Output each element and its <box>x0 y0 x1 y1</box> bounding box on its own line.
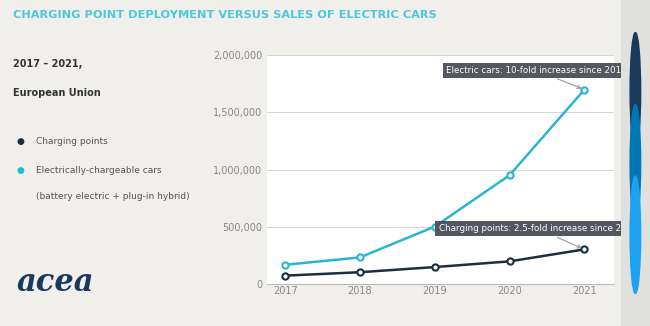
Text: CHARGING POINT DEPLOYMENT VERSUS SALES OF ELECTRIC CARS: CHARGING POINT DEPLOYMENT VERSUS SALES O… <box>13 10 437 20</box>
Circle shape <box>630 176 641 293</box>
Text: 2017 – 2021,: 2017 – 2021, <box>13 59 83 69</box>
Text: Charging points: 2.5-fold increase since 2017: Charging points: 2.5-fold increase since… <box>439 224 638 248</box>
Text: European Union: European Union <box>13 88 101 98</box>
Text: ●: ● <box>16 166 24 175</box>
Text: ●: ● <box>16 137 24 146</box>
Text: acea: acea <box>16 267 94 298</box>
Text: Electric cars: 10-fold increase since 2017: Electric cars: 10-fold increase since 20… <box>446 66 627 88</box>
Text: Charging points: Charging points <box>36 137 107 146</box>
Circle shape <box>630 33 641 150</box>
Circle shape <box>630 104 641 222</box>
Text: Electrically-chargeable cars: Electrically-chargeable cars <box>36 166 161 175</box>
Text: (battery electric + plug-in hybrid): (battery electric + plug-in hybrid) <box>36 192 189 201</box>
